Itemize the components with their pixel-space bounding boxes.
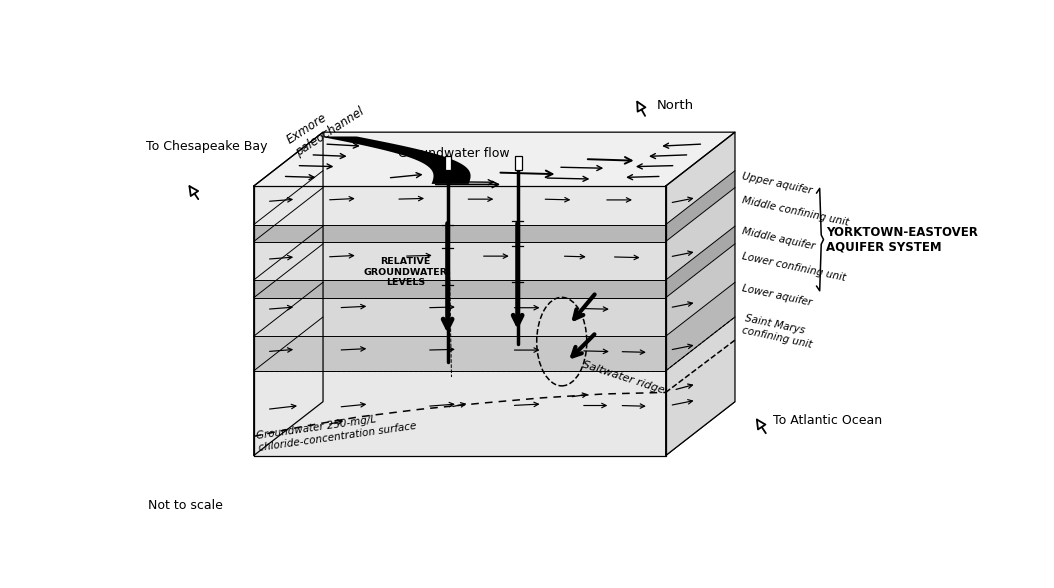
Text: Groundwater 250-mg/L
chloride-concentration surface: Groundwater 250-mg/L chloride-concentrat… [256,409,417,453]
Text: Saltwater ridge: Saltwater ridge [581,359,666,395]
Polygon shape [666,244,735,336]
Text: Not to scale: Not to scale [149,499,223,512]
Polygon shape [254,242,666,280]
Polygon shape [666,132,735,225]
Polygon shape [254,336,666,371]
Polygon shape [254,132,323,225]
Text: Lower confining unit: Lower confining unit [741,251,847,283]
Text: Lower aquifer: Lower aquifer [741,283,813,308]
Text: To Atlantic Ocean: To Atlantic Ocean [774,415,882,427]
Polygon shape [254,225,666,242]
Polygon shape [254,132,735,186]
Text: North: North [657,99,694,112]
Polygon shape [254,226,323,298]
Polygon shape [254,402,735,456]
Polygon shape [254,188,323,280]
Polygon shape [254,280,666,298]
Polygon shape [254,171,323,242]
Polygon shape [319,136,470,184]
Bar [514,156,522,171]
Text: RELATIVE
GROUNDWATER
LEVELS: RELATIVE GROUNDWATER LEVELS [364,258,447,287]
Text: To Chesapeake Bay: To Chesapeake Bay [145,139,268,152]
Text: Exmore
paleochannel: Exmore paleochannel [285,93,366,159]
Polygon shape [254,298,666,336]
Text: Saint Marys
confining unit: Saint Marys confining unit [741,313,816,350]
Polygon shape [666,226,735,298]
Polygon shape [254,244,323,336]
Text: Groundwater flow: Groundwater flow [398,147,510,160]
Text: Middle confining unit: Middle confining unit [741,195,850,228]
Text: YORKTOWN-EASTOVER
AQUIFER SYSTEM: YORKTOWN-EASTOVER AQUIFER SYSTEM [826,226,978,253]
Polygon shape [254,282,323,371]
Text: Upper aquifer: Upper aquifer [741,172,814,196]
Polygon shape [254,186,666,225]
Polygon shape [666,282,735,371]
Text: Middle aquifer: Middle aquifer [741,226,816,252]
Polygon shape [666,171,735,242]
Polygon shape [666,188,735,280]
Polygon shape [254,317,323,456]
Polygon shape [666,317,735,456]
Bar [445,156,451,171]
Polygon shape [254,371,666,456]
